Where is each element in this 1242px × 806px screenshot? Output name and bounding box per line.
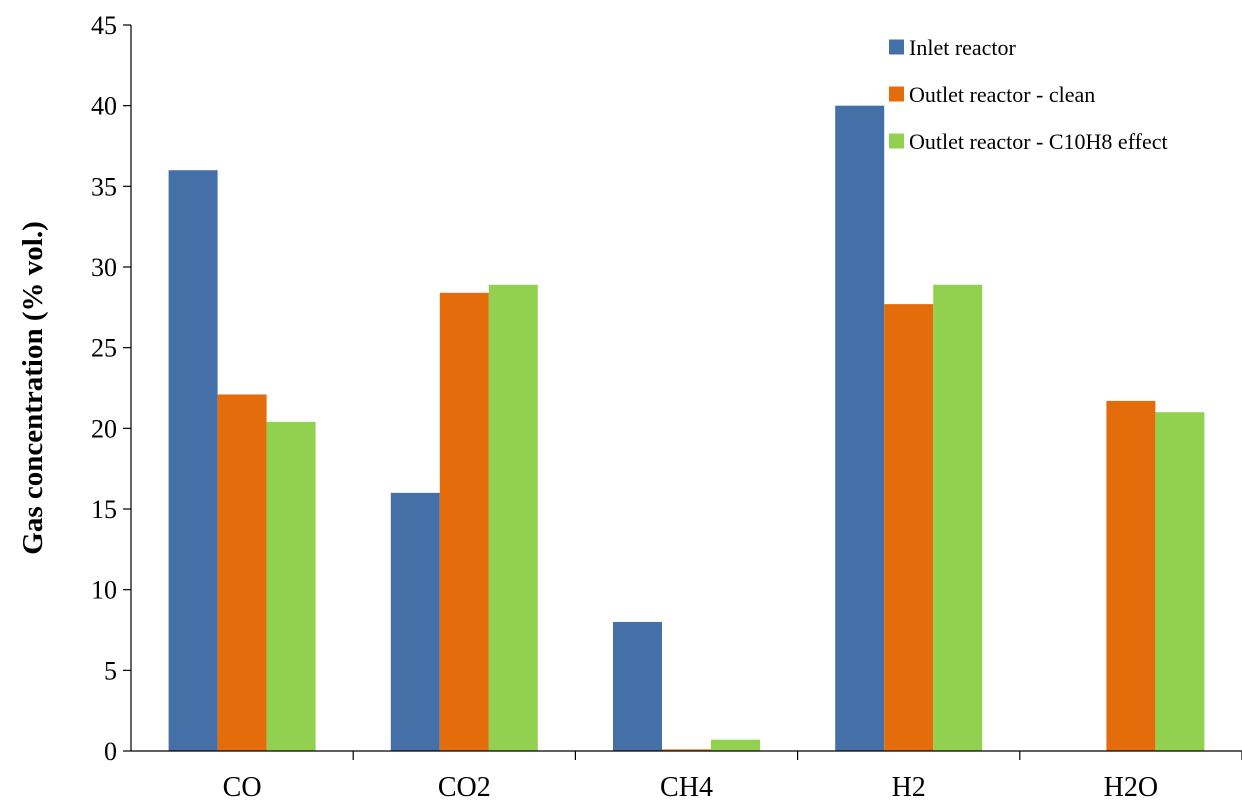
x-tick-label-co2: CO2: [438, 772, 491, 803]
y-tick-label: 20: [91, 414, 117, 443]
bar-co2-series-3: [488, 284, 538, 751]
x-tick-label-h2o: H2O: [1104, 772, 1158, 803]
y-tick-label: 40: [91, 92, 117, 121]
x-tick-label-h2: H2: [892, 772, 926, 803]
bar-co-series-2: [217, 394, 267, 751]
bar-co-series-1: [168, 170, 218, 751]
y-tick-label: 25: [91, 334, 117, 363]
legend: Inlet reactor Outlet reactor - clean Outle…: [889, 35, 1168, 154]
axes-group: 0 5 10 15 20 25 30 35 40 45 CO CO2 CH4 H2 H2O: [91, 11, 1242, 803]
y-tick-label: 5: [104, 656, 117, 685]
bar-h2o-series-3: [1155, 412, 1205, 751]
x-tick-label-ch4: CH4: [660, 772, 713, 803]
legend-swatch-3: [889, 133, 904, 149]
bar-h2o-series-2: [1106, 400, 1156, 751]
bar-ch4-series-3: [711, 739, 760, 751]
y-tick-label: 30: [91, 253, 117, 282]
y-tick-label: 45: [91, 11, 117, 40]
bar-ch4-series-1: [613, 621, 662, 751]
bar-co2-series-1: [390, 492, 440, 751]
y-tick-label: 10: [91, 576, 117, 605]
legend-label-2: Outlet reactor - clean: [909, 82, 1095, 107]
bar-co2-series-2: [439, 292, 489, 751]
y-axis-title: Gas concentration (% vol.): [17, 221, 49, 554]
legend-label-3: Outlet reactor - C10H8 effect: [909, 129, 1168, 154]
legend-swatch-2: [889, 86, 904, 102]
legend-swatch-1: [889, 39, 904, 55]
bar-h2-series-3: [933, 284, 983, 751]
legend-label-1: Inlet reactor: [909, 35, 1017, 60]
bar-h2-series-1: [835, 105, 885, 751]
y-tick-label: 0: [104, 737, 117, 766]
bars-group: [168, 105, 1205, 751]
bar-co-series-3: [266, 421, 316, 751]
bar-h2-series-2: [884, 304, 934, 751]
y-tick-label: 15: [91, 495, 117, 524]
y-tick-label: 35: [91, 172, 117, 201]
bar-ch4-series-2: [662, 749, 711, 751]
x-tick-label-co: CO: [223, 772, 262, 803]
